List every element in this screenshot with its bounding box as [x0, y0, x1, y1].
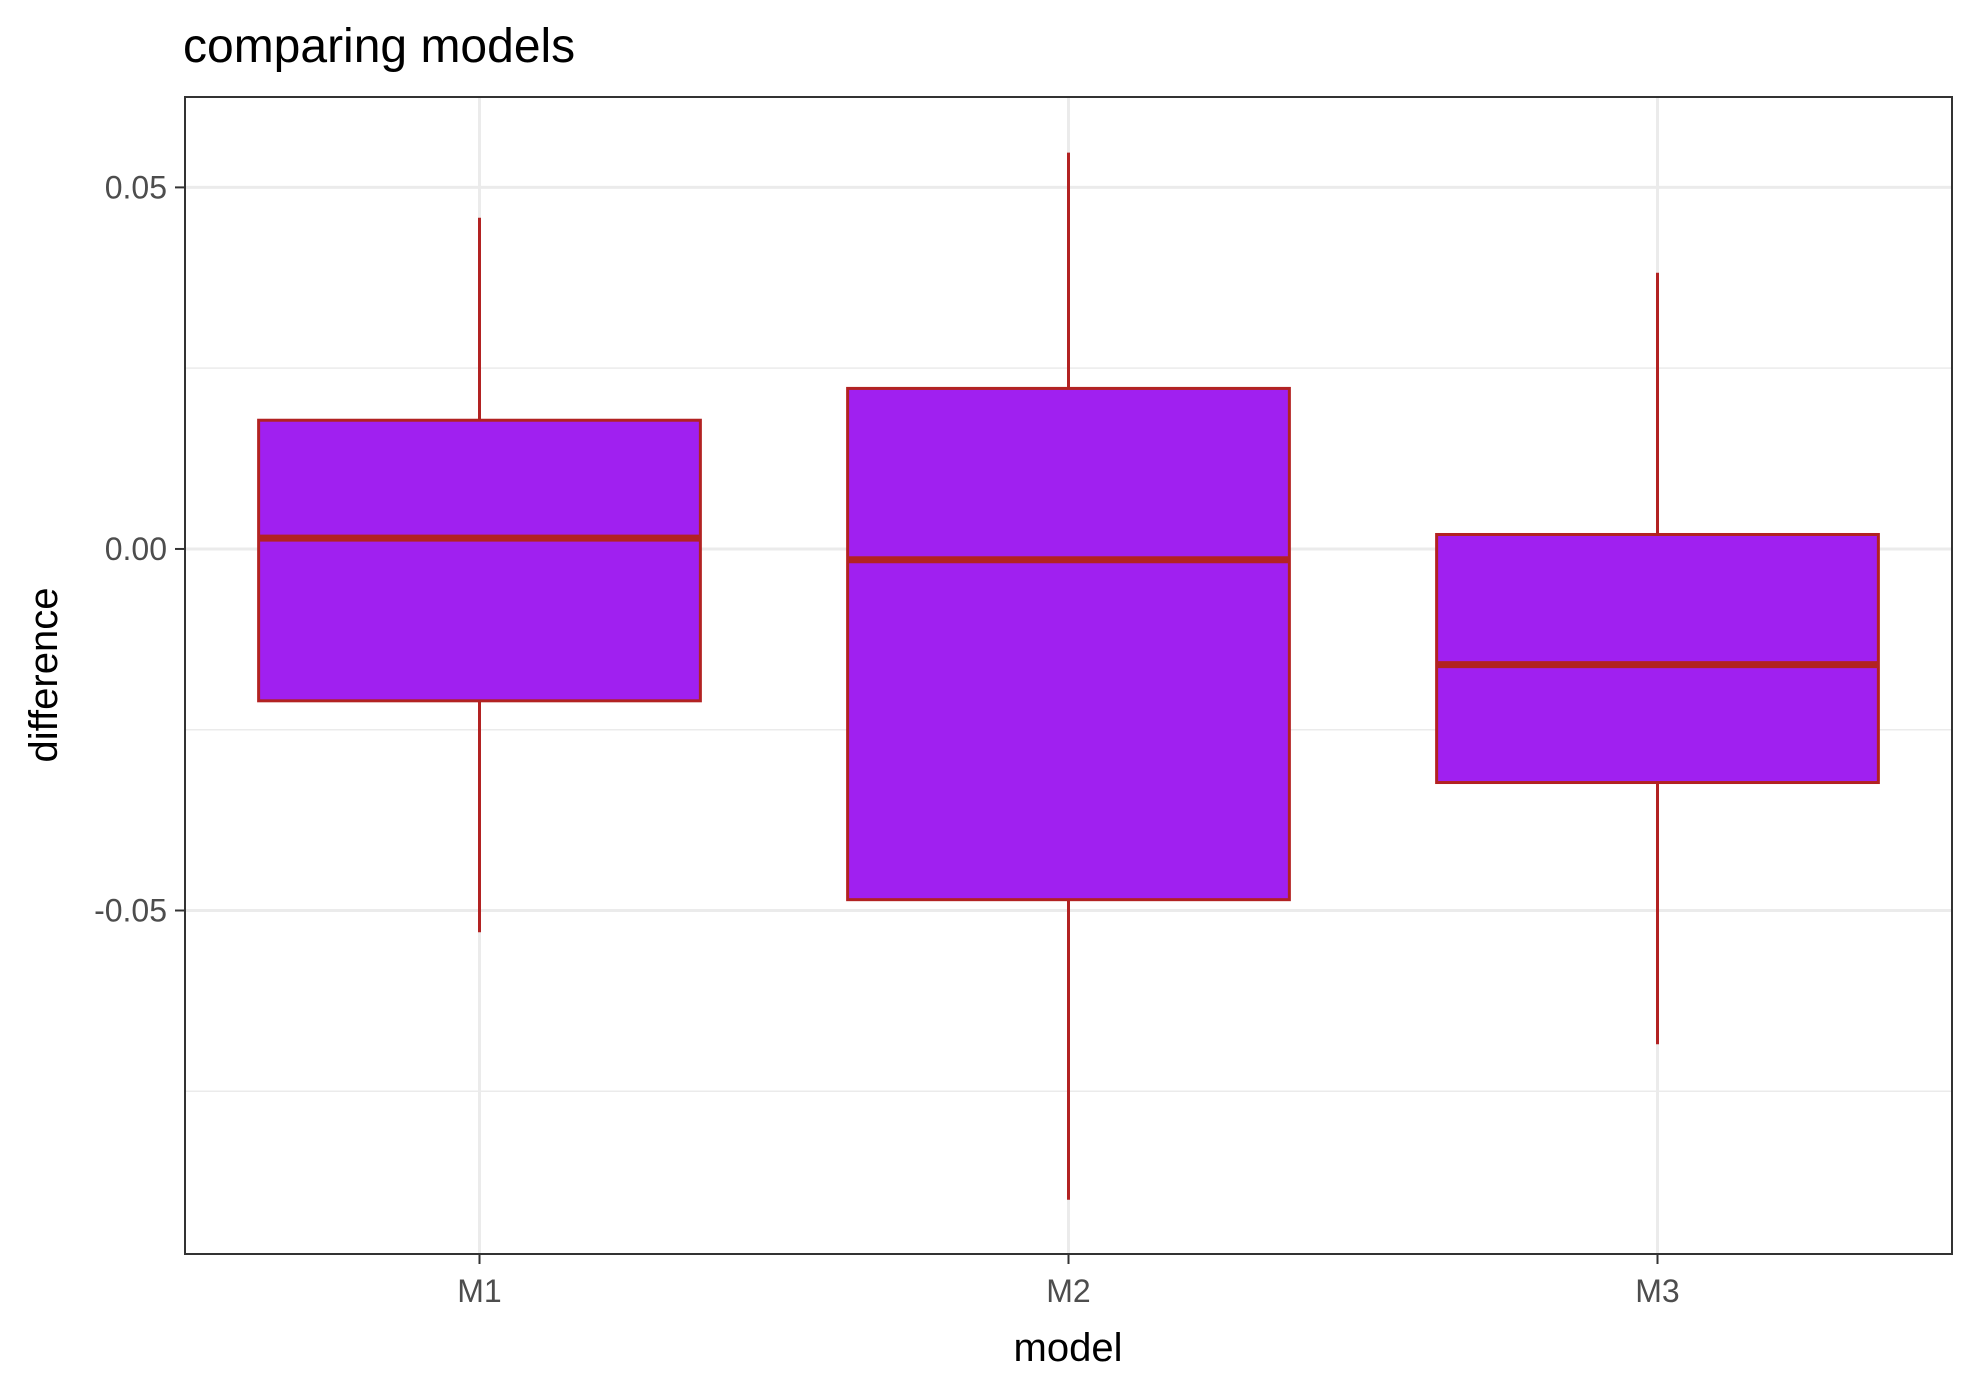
y-tick-label: -0.05 — [94, 893, 167, 929]
box-m3 — [1435, 272, 1880, 1045]
chart-title: comparing models — [183, 20, 575, 73]
y-tick-label: 0.05 — [105, 169, 167, 205]
y-tick-label: 0.00 — [105, 531, 167, 567]
box-iqr — [1435, 532, 1880, 785]
x-tick-label: M2 — [1046, 1273, 1090, 1309]
box-iqr — [846, 386, 1291, 902]
x-axis: M1 M2 M3 — [457, 1254, 1680, 1309]
x-tick-label: M1 — [457, 1273, 501, 1309]
y-axis: -0.05 0.00 0.05 — [94, 169, 185, 929]
x-axis-title: model — [1014, 1326, 1123, 1370]
box-series — [257, 152, 1880, 1200]
box-iqr — [257, 418, 702, 703]
box-m1 — [257, 217, 702, 933]
x-tick-label: M3 — [1635, 1273, 1679, 1309]
box-m2 — [846, 152, 1291, 1200]
y-axis-title: difference — [22, 588, 66, 763]
